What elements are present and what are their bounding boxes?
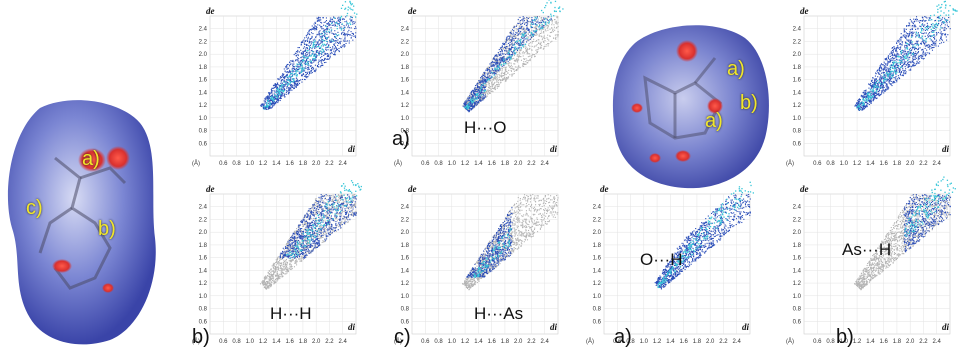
svg-text:1.2: 1.2: [461, 161, 470, 167]
svg-text:0.6: 0.6: [219, 161, 228, 167]
svg-text:1.4: 1.4: [272, 161, 281, 167]
svg-text:1.6: 1.6: [879, 161, 888, 167]
contact-as-h: As···H: [842, 240, 891, 260]
fingerprint-plot-full: 2.4 2.2 2.0 1.8 1.6 1.4 1.2 1.0 0.8 0.6 0.6 0.8 1.0 1…: [188, 2, 366, 172]
caption-h-as: c): [394, 326, 411, 349]
svg-text:2.0: 2.0: [199, 52, 208, 58]
svg-text:1.6: 1.6: [487, 161, 496, 167]
svg-text:1.8: 1.8: [501, 161, 510, 167]
svg-text:2.2: 2.2: [401, 39, 410, 45]
svg-text:2.4: 2.4: [933, 161, 942, 167]
svg-text:de: de: [800, 6, 809, 16]
surface-left-label-b: b): [98, 218, 116, 241]
svg-text:1.6: 1.6: [199, 78, 208, 84]
surface-right-label-b: b): [740, 92, 758, 115]
svg-text:0.8: 0.8: [826, 161, 835, 167]
caption-as-h: b): [836, 326, 854, 349]
surface-right-label-a2: a): [705, 110, 723, 133]
svg-text:2.0: 2.0: [514, 161, 523, 167]
svg-text:1.0: 1.0: [246, 161, 255, 167]
caption-o-h: a): [614, 326, 632, 349]
svg-text:1.2: 1.2: [199, 103, 208, 109]
svg-text:2.0: 2.0: [906, 161, 915, 167]
svg-text:(Å): (Å): [192, 160, 200, 167]
svg-text:1.2: 1.2: [853, 161, 862, 167]
svg-text:de: de: [408, 6, 417, 16]
svg-text:1.0: 1.0: [840, 161, 849, 167]
caption-h-o: a): [392, 128, 410, 151]
svg-text:0.6: 0.6: [813, 161, 822, 167]
svg-text:2.0: 2.0: [401, 52, 410, 58]
svg-text:2.2: 2.2: [527, 161, 536, 167]
svg-text:1.4: 1.4: [474, 161, 483, 167]
hirshfeld-surface-left: [0, 88, 165, 350]
svg-text:de: de: [206, 6, 215, 16]
svg-text:1.2: 1.2: [793, 103, 802, 109]
svg-text:2.2: 2.2: [325, 161, 334, 167]
svg-text:2.4: 2.4: [199, 27, 208, 33]
svg-text:1.8: 1.8: [893, 161, 902, 167]
svg-text:di: di: [550, 144, 558, 154]
svg-text:1.6: 1.6: [285, 161, 294, 167]
svg-text:2.4: 2.4: [793, 27, 802, 33]
svg-text:1.2: 1.2: [401, 103, 410, 109]
svg-text:1.6: 1.6: [401, 78, 410, 84]
svg-text:1.0: 1.0: [793, 116, 802, 122]
svg-text:2.0: 2.0: [793, 52, 802, 58]
svg-text:1.8: 1.8: [299, 161, 308, 167]
svg-text:0.8: 0.8: [793, 129, 802, 135]
svg-text:0.8: 0.8: [232, 161, 241, 167]
svg-text:1.0: 1.0: [199, 116, 208, 122]
svg-text:2.4: 2.4: [541, 161, 550, 167]
svg-text:2.2: 2.2: [793, 39, 802, 45]
contact-h-o: H···O: [464, 118, 506, 138]
svg-text:0.6: 0.6: [421, 161, 430, 167]
svg-text:1.8: 1.8: [401, 65, 410, 71]
surface-right-label-a1: a): [727, 58, 745, 81]
svg-text:di: di: [348, 144, 356, 154]
svg-text:1.0: 1.0: [401, 116, 410, 122]
contact-h-h: H···H: [270, 304, 312, 324]
svg-text:0.8: 0.8: [199, 129, 208, 135]
surface-left-label-a: a): [82, 148, 100, 171]
caption-h-h: b): [192, 326, 210, 349]
fingerprint-plot-full-right: 2.4 2.2 2.0 1.8 1.6 1.4 1.2 1.0 0.8 0.6 0.6 0.8 1.0 1…: [782, 2, 960, 172]
svg-text:(Å): (Å): [786, 160, 794, 167]
svg-text:2.4: 2.4: [401, 27, 410, 33]
svg-text:1.0: 1.0: [448, 161, 457, 167]
svg-text:1.4: 1.4: [793, 90, 802, 96]
contact-o-h: O···H: [640, 250, 682, 270]
svg-text:0.6: 0.6: [793, 141, 802, 147]
svg-text:(Å): (Å): [394, 160, 402, 167]
contact-h-as: H···As: [474, 304, 523, 324]
svg-text:1.4: 1.4: [199, 90, 208, 96]
svg-text:2.2: 2.2: [199, 39, 208, 45]
svg-text:di: di: [942, 144, 950, 154]
svg-text:0.6: 0.6: [199, 141, 208, 147]
svg-text:1.8: 1.8: [793, 65, 802, 71]
svg-text:1.4: 1.4: [866, 161, 875, 167]
svg-text:1.2: 1.2: [259, 161, 268, 167]
svg-text:1.8: 1.8: [199, 65, 208, 71]
svg-text:2.4: 2.4: [339, 161, 348, 167]
svg-text:0.8: 0.8: [434, 161, 443, 167]
svg-text:2.0: 2.0: [312, 161, 321, 167]
svg-text:2.2: 2.2: [919, 161, 928, 167]
surface-left-label-c: c): [26, 197, 43, 220]
svg-text:1.4: 1.4: [401, 90, 410, 96]
svg-text:1.6: 1.6: [793, 78, 802, 84]
